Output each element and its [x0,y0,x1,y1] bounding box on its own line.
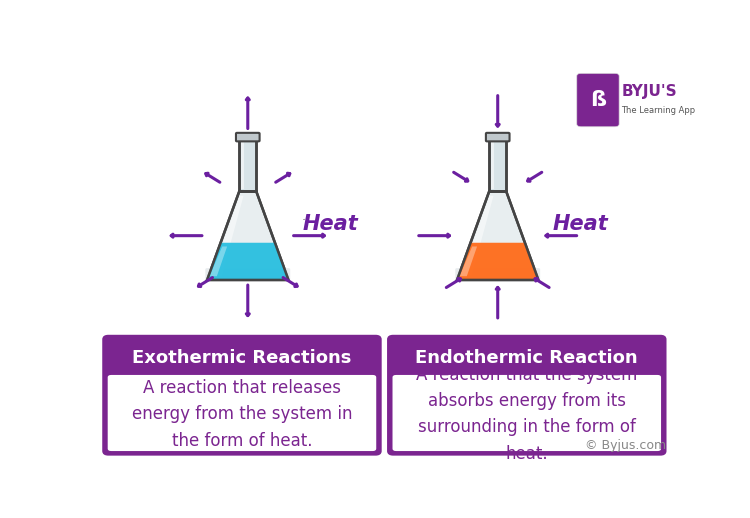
Text: Heat: Heat [552,213,608,234]
Text: BYJU'S: BYJU'S [622,84,677,99]
FancyBboxPatch shape [388,336,665,454]
Text: Heat: Heat [302,213,358,234]
Polygon shape [211,196,244,276]
Polygon shape [489,134,506,191]
Polygon shape [239,134,256,191]
FancyBboxPatch shape [108,375,376,451]
FancyBboxPatch shape [104,336,380,454]
Text: Endothermic Reaction: Endothermic Reaction [416,349,638,367]
Polygon shape [490,137,494,189]
FancyBboxPatch shape [236,133,260,141]
Text: Exothermic Reactions: Exothermic Reactions [132,349,352,367]
Polygon shape [457,243,538,280]
FancyBboxPatch shape [577,74,620,127]
Polygon shape [207,191,289,280]
Polygon shape [209,247,227,276]
Text: ß: ß [590,90,606,110]
Text: A reaction that the system
absorbs energy from its
surrounding in the form of
he: A reaction that the system absorbs energ… [416,366,638,463]
Text: © Byjus.com: © Byjus.com [585,439,666,452]
FancyBboxPatch shape [392,375,661,451]
Text: The Learning App: The Learning App [622,106,695,115]
Text: A reaction that releases
energy from the system in
the form of heat.: A reaction that releases energy from the… [132,379,352,450]
Text: Heat: Heat [302,219,306,220]
FancyBboxPatch shape [486,133,509,141]
FancyBboxPatch shape [206,268,290,281]
Polygon shape [457,191,538,280]
FancyBboxPatch shape [455,268,540,281]
Polygon shape [461,196,494,276]
Polygon shape [241,137,244,189]
Polygon shape [460,247,477,276]
Polygon shape [207,243,289,280]
